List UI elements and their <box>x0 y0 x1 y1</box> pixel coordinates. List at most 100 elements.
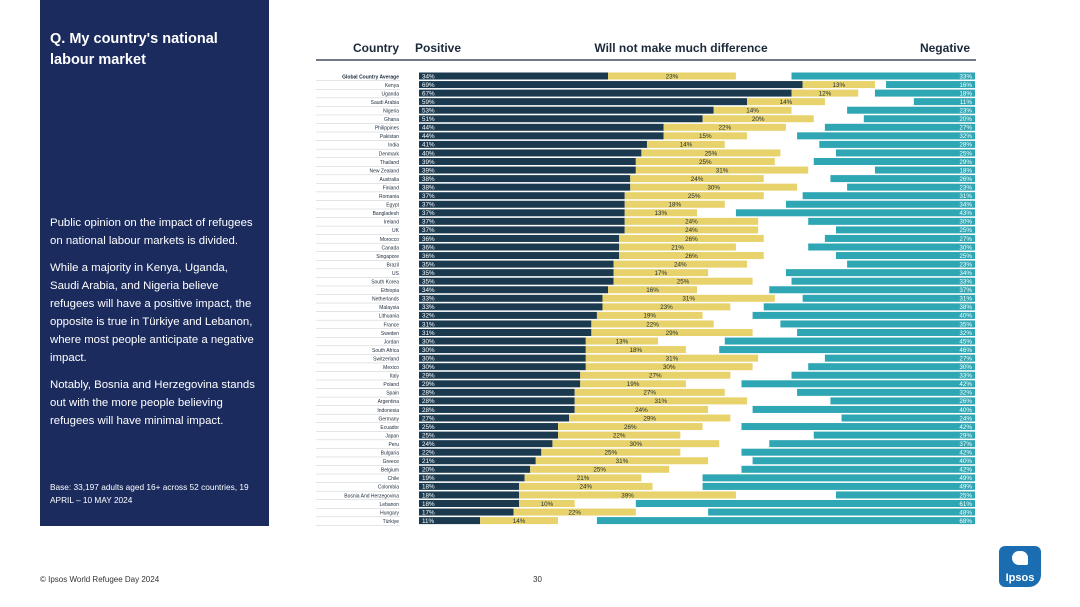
chart-rows: Global Country Average 34% 23% 33% Kenya 69% 1… <box>316 72 975 526</box>
label-neutral: 22% <box>718 125 731 132</box>
bar-negative <box>791 72 975 80</box>
bar-negative <box>874 166 975 174</box>
bar-positive <box>419 243 620 251</box>
bar-positive <box>419 354 586 362</box>
label-negative: 18% <box>959 90 972 97</box>
bar-positive <box>419 166 636 174</box>
country-label: Germany <box>378 416 399 422</box>
bar-neutral <box>541 448 681 456</box>
label-positive: 19% <box>422 475 435 482</box>
bar-positive <box>419 226 625 234</box>
country-label: Switzerland <box>373 356 399 362</box>
bar-negative <box>808 363 975 371</box>
label-neutral: 13% <box>832 82 845 89</box>
country-label: Poland <box>383 382 399 388</box>
bar-positive <box>419 414 570 422</box>
label-negative: 42% <box>959 467 972 474</box>
label-neutral: 24% <box>685 219 698 226</box>
bar-neutral <box>608 72 736 80</box>
bar-neutral <box>613 277 753 285</box>
label-neutral: 30% <box>630 441 643 448</box>
bar-neutral <box>569 414 731 422</box>
bar-positive <box>419 311 597 319</box>
label-negative: 28% <box>959 142 972 149</box>
label-positive: 24% <box>422 441 435 448</box>
country-label: Japan <box>385 433 399 439</box>
country-label: Indonesia <box>377 408 399 414</box>
bar-negative <box>913 98 975 106</box>
bar-negative <box>863 115 975 123</box>
bar-positive <box>419 269 614 277</box>
bar-negative <box>741 448 975 456</box>
bar-neutral <box>624 200 725 208</box>
label-negative: 35% <box>959 321 972 328</box>
bar-negative <box>635 500 975 507</box>
label-positive: 33% <box>422 296 435 303</box>
label-neutral: 27% <box>649 373 662 380</box>
label-negative: 49% <box>959 475 972 482</box>
bar-positive <box>419 423 558 431</box>
country-label: US <box>392 271 400 277</box>
country-label: Ireland <box>384 220 400 226</box>
bar-negative <box>741 380 975 388</box>
label-neutral: 21% <box>671 244 684 251</box>
country-label: Australia <box>380 177 400 183</box>
label-positive: 17% <box>422 509 435 516</box>
country-label: Global Country Average <box>342 74 399 80</box>
bar-positive <box>419 149 642 157</box>
label-positive: 35% <box>422 279 435 286</box>
bar-negative <box>702 474 975 482</box>
label-negative: 27% <box>959 236 972 243</box>
bar-negative <box>813 158 975 165</box>
label-negative: 48% <box>959 509 972 516</box>
bar-negative <box>741 465 975 473</box>
bar-other <box>419 482 975 490</box>
bar-positive <box>419 465 531 473</box>
bar-neutral <box>619 234 764 242</box>
bar-neutral <box>585 363 753 371</box>
country-label: New Zealand <box>370 168 400 174</box>
label-positive: 36% <box>422 244 435 251</box>
bar-neutral <box>591 329 753 336</box>
bar-positive <box>419 200 625 208</box>
country-label: Ethiopia <box>381 288 399 294</box>
label-negative: 18% <box>959 167 972 174</box>
bar-neutral <box>602 294 775 302</box>
label-positive: 41% <box>422 142 435 149</box>
bar-positive <box>419 140 647 148</box>
bar-positive <box>419 123 664 131</box>
bar-positive <box>419 380 581 388</box>
bar-neutral <box>535 457 709 465</box>
label-neutral: 31% <box>716 167 729 174</box>
label-positive: 25% <box>422 432 435 439</box>
label-positive: 21% <box>422 458 435 465</box>
bar-negative <box>819 140 975 148</box>
label-positive: 53% <box>422 108 435 115</box>
country-label: Bulgaria <box>381 451 400 457</box>
bar-neutral <box>663 123 786 131</box>
bar-neutral <box>624 192 764 200</box>
label-neutral: 23% <box>660 304 673 311</box>
country-label: Egypt <box>386 203 399 209</box>
bar-neutral <box>574 405 709 413</box>
bar-positive <box>419 209 625 217</box>
bar-neutral <box>480 517 558 525</box>
country-label: Philippines <box>375 126 400 132</box>
label-negative: 23% <box>959 108 972 115</box>
bar-negative <box>596 517 975 525</box>
bar-neutral <box>585 346 686 354</box>
logo-mark-icon <box>1012 551 1028 565</box>
label-positive: 30% <box>422 364 435 371</box>
label-negative: 32% <box>959 330 972 337</box>
country-header: Country <box>353 41 399 55</box>
bar-neutral <box>558 423 703 431</box>
bar-positive <box>419 388 575 396</box>
bar-negative <box>802 294 975 302</box>
bar-negative <box>797 329 975 336</box>
label-negative: 33% <box>959 279 972 286</box>
bar-negative <box>847 260 975 268</box>
bar-positive <box>419 192 625 200</box>
label-positive: 32% <box>422 313 435 320</box>
country-label: Peru <box>388 442 399 448</box>
bar-neutral <box>530 465 670 473</box>
